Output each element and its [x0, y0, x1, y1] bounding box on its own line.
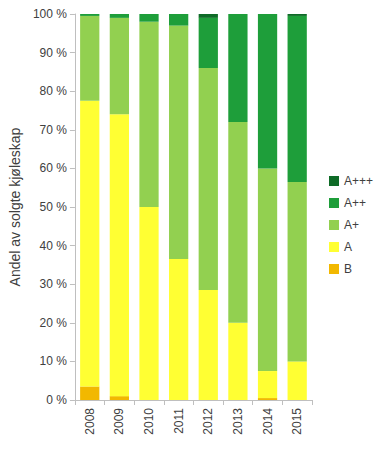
svg-text:0 %: 0 %: [46, 393, 67, 407]
svg-text:20 %: 20 %: [40, 316, 68, 330]
svg-text:2013: 2013: [231, 408, 245, 435]
svg-text:30 %: 30 %: [40, 277, 68, 291]
svg-text:10 %: 10 %: [40, 354, 68, 368]
svg-text:Andel av solgte kjøleskap: Andel av solgte kjøleskap: [7, 127, 23, 286]
svg-text:2010: 2010: [142, 408, 156, 435]
svg-text:2015: 2015: [290, 408, 304, 435]
svg-text:2008: 2008: [83, 408, 97, 435]
svg-text:2012: 2012: [201, 408, 215, 435]
svg-text:B: B: [344, 262, 352, 276]
svg-text:2014: 2014: [261, 408, 275, 435]
svg-text:A++: A++: [344, 196, 366, 210]
svg-text:A+: A+: [344, 218, 359, 232]
svg-text:2011: 2011: [172, 408, 186, 434]
svg-text:60 %: 60 %: [40, 161, 68, 175]
svg-text:90 %: 90 %: [40, 46, 68, 60]
svg-text:100 %: 100 %: [33, 7, 67, 21]
svg-text:A+++: A+++: [344, 174, 373, 188]
svg-text:80 %: 80 %: [40, 84, 68, 98]
svg-text:A: A: [344, 240, 352, 254]
svg-text:40 %: 40 %: [40, 239, 68, 253]
svg-text:2009: 2009: [112, 408, 126, 435]
svg-text:50 %: 50 %: [40, 200, 68, 214]
svg-text:70 %: 70 %: [40, 123, 68, 137]
